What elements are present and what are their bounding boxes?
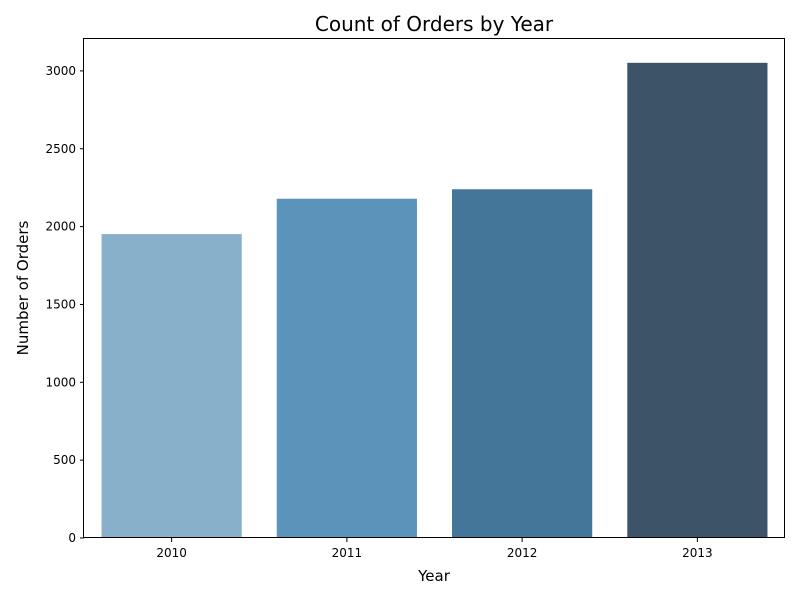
x-tick-label: 2010: [156, 546, 187, 560]
x-tick-label: 2011: [332, 546, 363, 560]
y-axis-label: Number of Orders: [14, 220, 32, 355]
y-tick-label: 500: [53, 453, 76, 467]
y-axis-ticks: 0 500 1000 1500 2000 2500 3000: [45, 64, 84, 545]
x-tick-label: 2013: [682, 546, 713, 560]
plot-frame: [83, 38, 785, 538]
chart-title: Count of Orders by Year: [315, 12, 554, 36]
y-tick-label: 1500: [45, 297, 76, 311]
y-tick-label: 2500: [45, 142, 76, 156]
y-tick-label: 0: [68, 531, 76, 545]
x-axis-label: Year: [417, 567, 451, 585]
bar-2012: [452, 189, 593, 538]
y-tick-label: 1000: [45, 375, 76, 389]
y-tick-label: 3000: [45, 64, 76, 78]
y-tick-label: 2000: [45, 220, 76, 234]
bar-2011: [276, 198, 417, 538]
bar-2010: [101, 234, 242, 538]
bar-2013: [627, 62, 768, 538]
x-axis-ticks: 2010 2011 2012 2013: [156, 538, 713, 560]
bar-series: [101, 62, 768, 538]
x-tick-label: 2012: [507, 546, 538, 560]
